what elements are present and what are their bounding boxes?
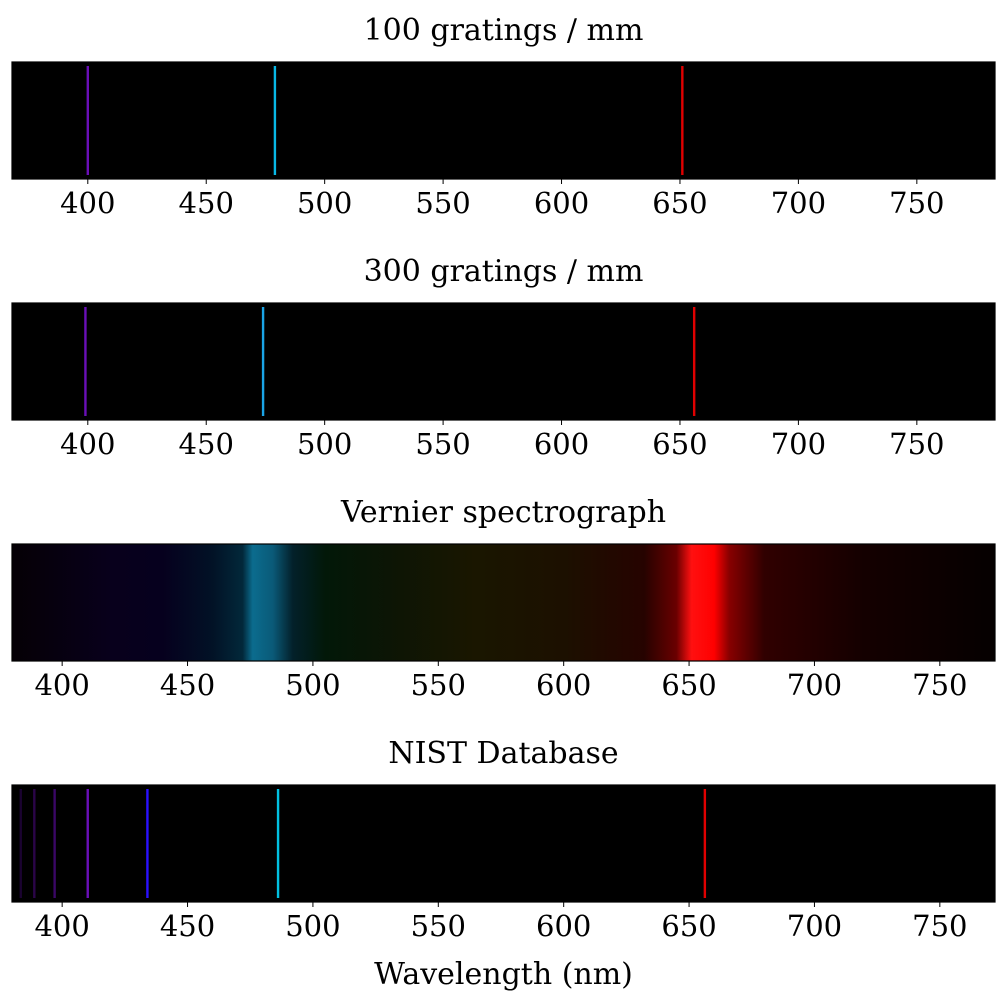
x-tick-label: 400: [34, 909, 89, 943]
x-tick-label: 450: [160, 668, 215, 702]
x-tick-label: 450: [179, 427, 234, 461]
x-tick-label: 700: [787, 668, 842, 702]
x-tick-label: 600: [536, 909, 591, 943]
x-tick-label: 600: [534, 186, 589, 220]
x-tick-label: 700: [771, 427, 826, 461]
spectrum-background: [12, 785, 995, 902]
spectrum-panel-4: NIST Database 400 450 500 550 600 650 700 750 Wav…: [11, 736, 996, 992]
panel-frame: [11, 61, 996, 180]
x-tick-label: 550: [411, 668, 466, 702]
x-tick-label: 600: [536, 668, 591, 702]
spectrum-background: [12, 62, 995, 179]
x-tick-label: 750: [889, 186, 944, 220]
x-tick-label: 650: [661, 668, 716, 702]
spectrum-background: [12, 303, 995, 420]
continuous-spectrum: [12, 544, 995, 661]
panel-frame: [11, 302, 996, 421]
x-tick-label: 450: [179, 186, 234, 220]
x-tick-label: 650: [661, 909, 716, 943]
spectrum-panel-3: Vernier spectrograph 400 450 500 550 600 650 70…: [11, 495, 996, 702]
panel-title: 300 gratings / mm: [364, 254, 644, 289]
panel-frame: [11, 543, 996, 662]
x-tick-label: 750: [912, 668, 967, 702]
spectrum-panel-2: 300 gratings / mm 400 450 500 550 600 650 700 75…: [11, 254, 996, 461]
x-tick-label: 550: [415, 186, 470, 220]
x-tick-label: 400: [34, 668, 89, 702]
x-tick-label: 550: [411, 909, 466, 943]
x-tick-label: 650: [652, 186, 707, 220]
x-tick-label: 600: [534, 427, 589, 461]
x-tick-label: 700: [787, 909, 842, 943]
x-tick-label: 700: [771, 186, 826, 220]
x-axis-label: Wavelength (nm): [374, 957, 633, 992]
spectrum-panel-1: 100 gratings / mm 400 450 500 550 600 650 700 75…: [11, 13, 996, 220]
x-tick-label: 550: [415, 427, 470, 461]
x-tick-label: 500: [297, 427, 352, 461]
x-tick-label: 500: [285, 668, 340, 702]
x-tick-label: 650: [652, 427, 707, 461]
x-tick-label: 400: [60, 186, 115, 220]
panel-title: 100 gratings / mm: [364, 13, 644, 48]
x-tick-label: 750: [889, 427, 944, 461]
x-tick-label: 500: [297, 186, 352, 220]
panel-frame: [11, 784, 996, 903]
x-tick-label: 750: [912, 909, 967, 943]
x-tick-label: 400: [60, 427, 115, 461]
x-tick-label: 450: [160, 909, 215, 943]
panel-title: NIST Database: [388, 736, 618, 771]
panel-title: Vernier spectrograph: [340, 495, 666, 530]
x-tick-label: 500: [285, 909, 340, 943]
